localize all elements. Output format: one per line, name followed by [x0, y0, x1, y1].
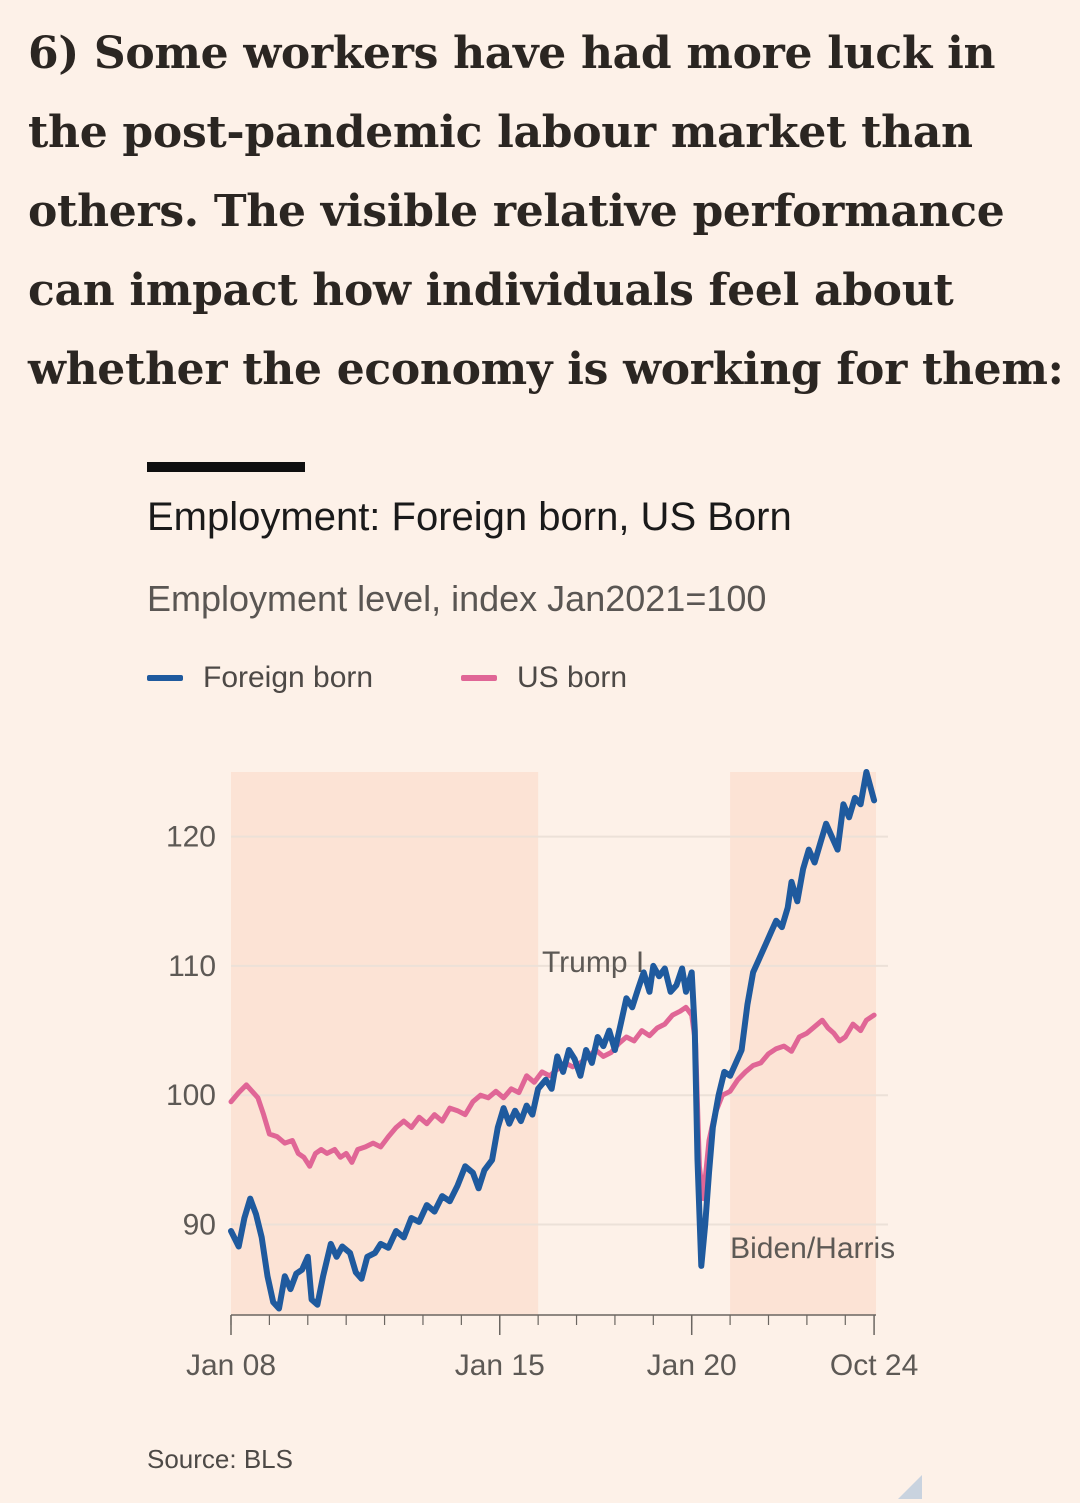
legend-label-us-born: US born	[517, 661, 628, 694]
chart-source: Source: BLS	[147, 1444, 293, 1474]
x-tick-label-2: Jan 20	[647, 1349, 737, 1382]
resize-handle-icon	[898, 1475, 922, 1499]
chart-accent-bar	[147, 462, 305, 472]
x-tick-label-0: Jan 08	[186, 1349, 276, 1382]
y-tick-label-110: 110	[168, 950, 216, 983]
chart-plot: 90 100 110 120 Jan 08 Jan 15 Jan 20 Oct 24 Trump…	[166, 769, 918, 1382]
legend-label-foreign-born: Foreign born	[203, 661, 374, 694]
series-line-foreign-born	[228, 769, 878, 1312]
y-tick-label-90: 90	[183, 1209, 216, 1242]
post-text: 6) Some workers have had more luck in th…	[28, 28, 1064, 395]
y-tick-label-100: 100	[166, 1079, 216, 1112]
legend-item-us-born: US born	[461, 658, 627, 698]
x-tick-label-3: Oct 24	[830, 1349, 918, 1382]
y-tick-label-120: 120	[166, 821, 216, 854]
chart-card: Employment: Foreign born, US Born Employ…	[0, 440, 1080, 1503]
period-label-trump: Trump I	[542, 946, 644, 979]
chart-title: Employment: Foreign born, US Born	[147, 495, 792, 539]
chart-subtitle: Employment level, index Jan2021=100	[147, 578, 767, 619]
chart-legend: Foreign born US born	[147, 658, 847, 698]
x-tick-label-1: Jan 15	[455, 1349, 545, 1382]
shaded-period-0	[231, 772, 539, 1315]
period-label-biden-harris: Biden/Harris	[730, 1232, 895, 1265]
legend-swatch-foreign-born	[147, 675, 183, 681]
legend-item-foreign-born: Foreign born	[147, 658, 373, 698]
legend-swatch-us-born	[461, 675, 497, 681]
